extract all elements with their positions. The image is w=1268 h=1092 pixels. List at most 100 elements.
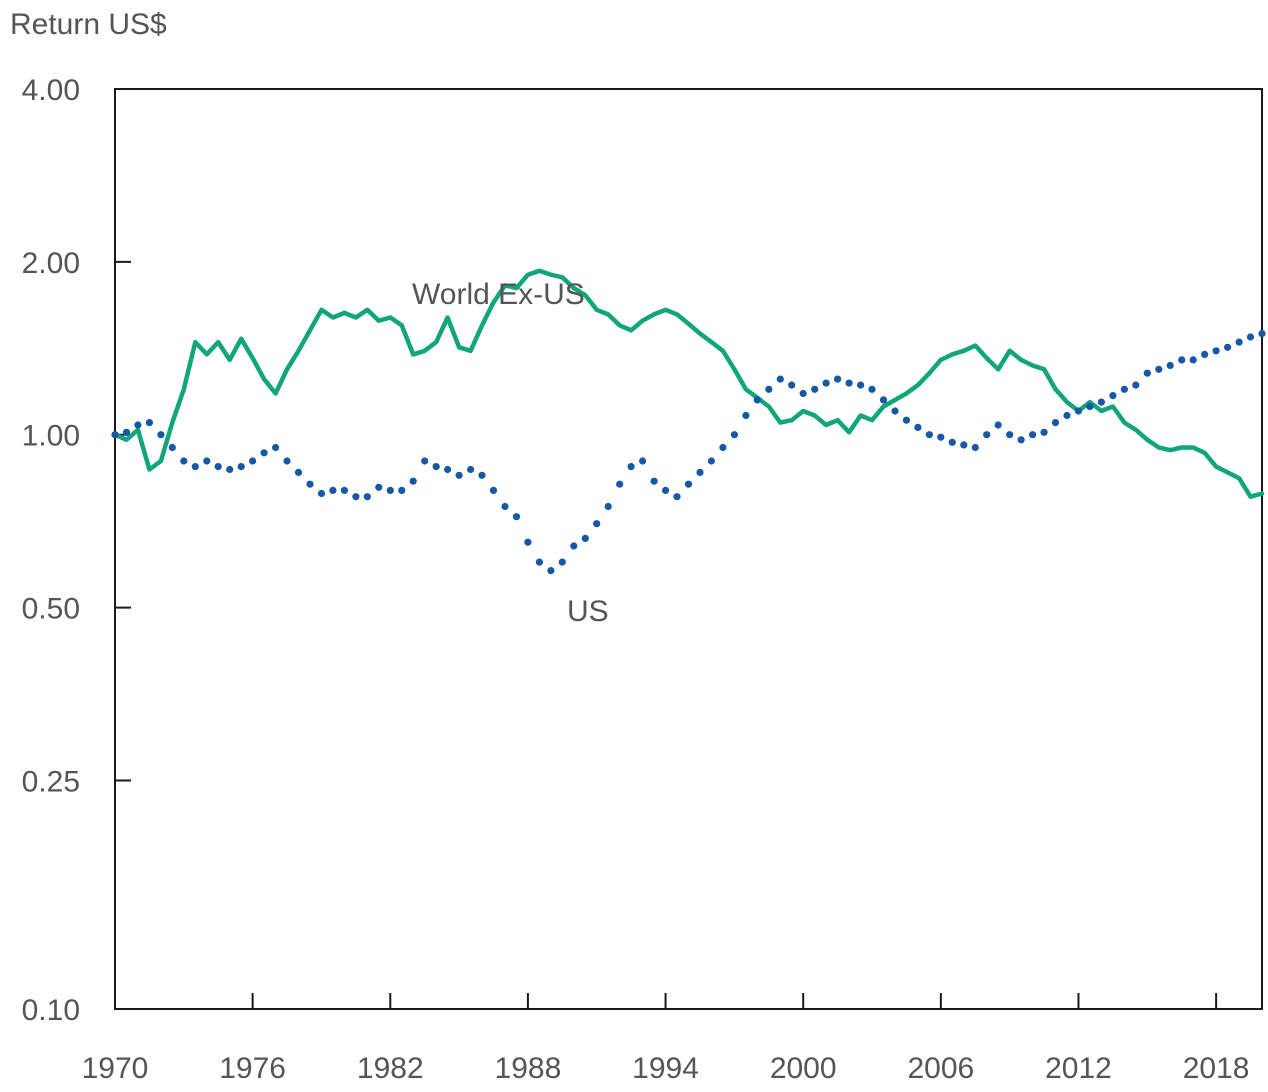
point-us-55	[742, 411, 750, 420]
point-us-37	[535, 558, 544, 566]
x-tick-label-6: 2006	[907, 1052, 974, 1085]
point-us-40	[570, 542, 578, 550]
y-tick-label-5: 4.00	[22, 74, 80, 107]
point-us-26	[409, 477, 417, 485]
y-tick-label-0: 0.10	[22, 994, 80, 1027]
point-us-76	[983, 431, 991, 439]
point-us-74	[960, 441, 968, 449]
point-us-57	[765, 385, 773, 393]
point-us-68	[891, 407, 899, 415]
point-us-22	[363, 493, 371, 501]
point-us-100	[1258, 330, 1266, 338]
point-us-5	[168, 443, 176, 452]
point-us-79	[1017, 436, 1025, 444]
point-us-6	[180, 457, 188, 465]
point-us-47	[650, 477, 658, 485]
point-us-27	[421, 457, 429, 465]
point-us-75	[971, 443, 979, 452]
series-layer	[111, 268, 1266, 575]
series-line-world-ex-us	[112, 268, 1265, 499]
point-us-21	[352, 493, 360, 501]
x-tick-label-3: 1988	[495, 1052, 562, 1085]
point-us-64	[845, 379, 853, 387]
point-us-50	[684, 480, 693, 488]
point-us-69	[902, 416, 911, 424]
point-us-66	[868, 385, 876, 393]
x-axis: 1970 1976 1982 1988 1994 2000 2006 2012 2018	[82, 993, 1250, 1085]
y-axis-title: Return US$	[10, 8, 167, 41]
point-us-99	[1246, 333, 1255, 341]
point-us-78	[1006, 431, 1014, 439]
point-us-20	[340, 486, 348, 494]
point-us-44	[616, 480, 624, 488]
x-tick-label-7: 2012	[1045, 1052, 1112, 1085]
point-us-42	[593, 520, 601, 528]
point-us-43	[604, 502, 612, 511]
point-us-86	[1097, 398, 1105, 406]
point-us-92	[1166, 361, 1174, 370]
point-us-61	[811, 385, 819, 393]
point-us-80	[1029, 431, 1037, 439]
x-tick-label-0: 1970	[82, 1052, 149, 1085]
point-us-10	[226, 465, 234, 474]
point-us-45	[627, 463, 635, 471]
y-tick-label-3: 1.00	[22, 420, 80, 453]
point-us-48	[662, 486, 670, 494]
point-us-51	[696, 468, 704, 476]
point-us-16	[294, 468, 303, 476]
x-tick-label-8: 2018	[1183, 1052, 1250, 1085]
point-us-28	[432, 463, 440, 471]
point-us-67	[879, 396, 888, 404]
point-us-14	[272, 443, 280, 452]
point-us-95	[1201, 350, 1209, 358]
point-us-63	[834, 375, 842, 383]
point-us-38	[547, 567, 555, 575]
point-us-15	[283, 457, 291, 465]
point-us-77	[994, 421, 1002, 429]
point-us-87	[1109, 392, 1117, 400]
point-us-34	[501, 502, 509, 511]
point-us-23	[375, 483, 383, 491]
point-us-41	[581, 534, 589, 543]
point-us-9	[214, 463, 222, 471]
point-us-56	[753, 396, 761, 404]
point-us-88	[1120, 385, 1128, 393]
point-us-36	[524, 538, 532, 546]
point-us-84	[1074, 407, 1083, 415]
point-us-94	[1189, 356, 1197, 364]
y-axis: 0.10 0.25 0.50 1.00 2.00 4.00	[22, 74, 131, 1027]
point-us-70	[914, 423, 922, 431]
point-us-2	[134, 421, 142, 429]
point-us-25	[398, 486, 406, 494]
point-us-62	[822, 379, 830, 387]
point-us-11	[237, 463, 245, 471]
point-us-0	[111, 431, 119, 439]
point-us-39	[558, 558, 566, 566]
y-tick-label-4: 2.00	[22, 247, 80, 280]
point-us-83	[1063, 411, 1071, 420]
point-us-97	[1224, 343, 1232, 351]
x-tick-label-1: 1976	[219, 1052, 286, 1085]
point-us-13	[260, 449, 268, 457]
x-tick-label-2: 1982	[357, 1052, 424, 1085]
point-us-93	[1178, 356, 1186, 364]
point-us-96	[1212, 347, 1220, 355]
y-tick-label-1: 0.25	[22, 765, 80, 798]
point-us-19	[329, 486, 337, 494]
point-us-54	[730, 431, 739, 439]
point-us-91	[1155, 365, 1163, 373]
point-us-29	[444, 465, 452, 474]
point-us-73	[948, 438, 956, 446]
point-us-49	[673, 493, 681, 501]
point-us-71	[925, 431, 934, 439]
point-us-33	[489, 486, 498, 494]
point-us-7	[191, 463, 199, 471]
point-us-46	[639, 457, 647, 465]
point-us-90	[1143, 369, 1151, 377]
point-us-31	[467, 465, 475, 474]
y-tick-label-2: 0.50	[22, 593, 80, 626]
x-tick-label-4: 1994	[632, 1052, 699, 1085]
point-us-53	[719, 443, 727, 452]
